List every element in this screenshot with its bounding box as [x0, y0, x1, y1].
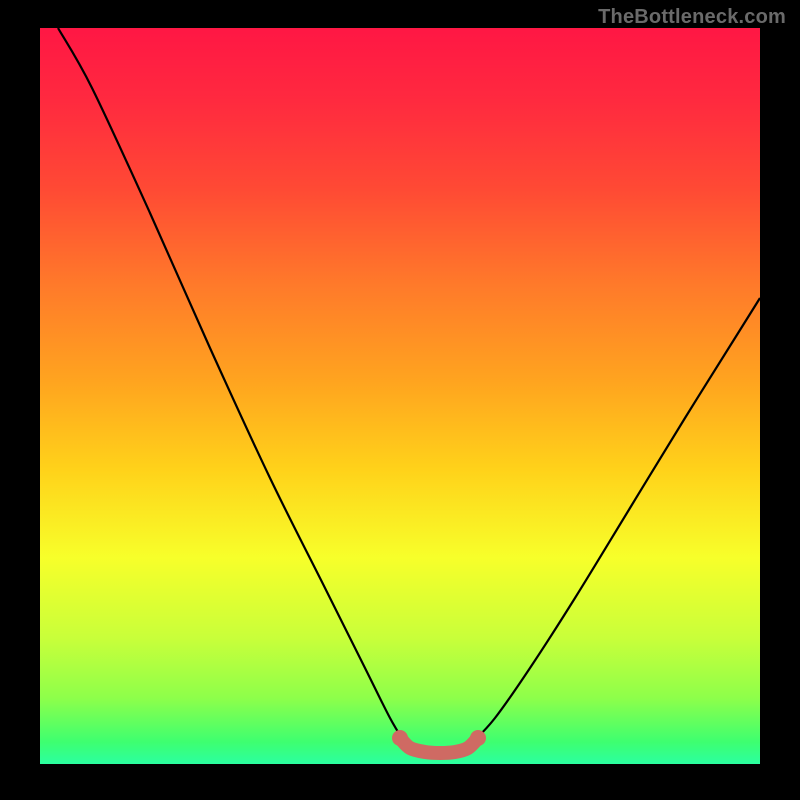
v-curve-left — [58, 28, 405, 743]
trough-cap-left — [392, 730, 408, 746]
curve-layer — [40, 28, 760, 764]
watermark-text: TheBottleneck.com — [598, 6, 786, 29]
v-curve-right — [472, 298, 760, 743]
plot-area — [40, 28, 760, 764]
trough-highlight — [400, 738, 478, 753]
trough-cap-right — [470, 730, 486, 746]
chart-canvas: TheBottleneck.com — [0, 0, 800, 800]
